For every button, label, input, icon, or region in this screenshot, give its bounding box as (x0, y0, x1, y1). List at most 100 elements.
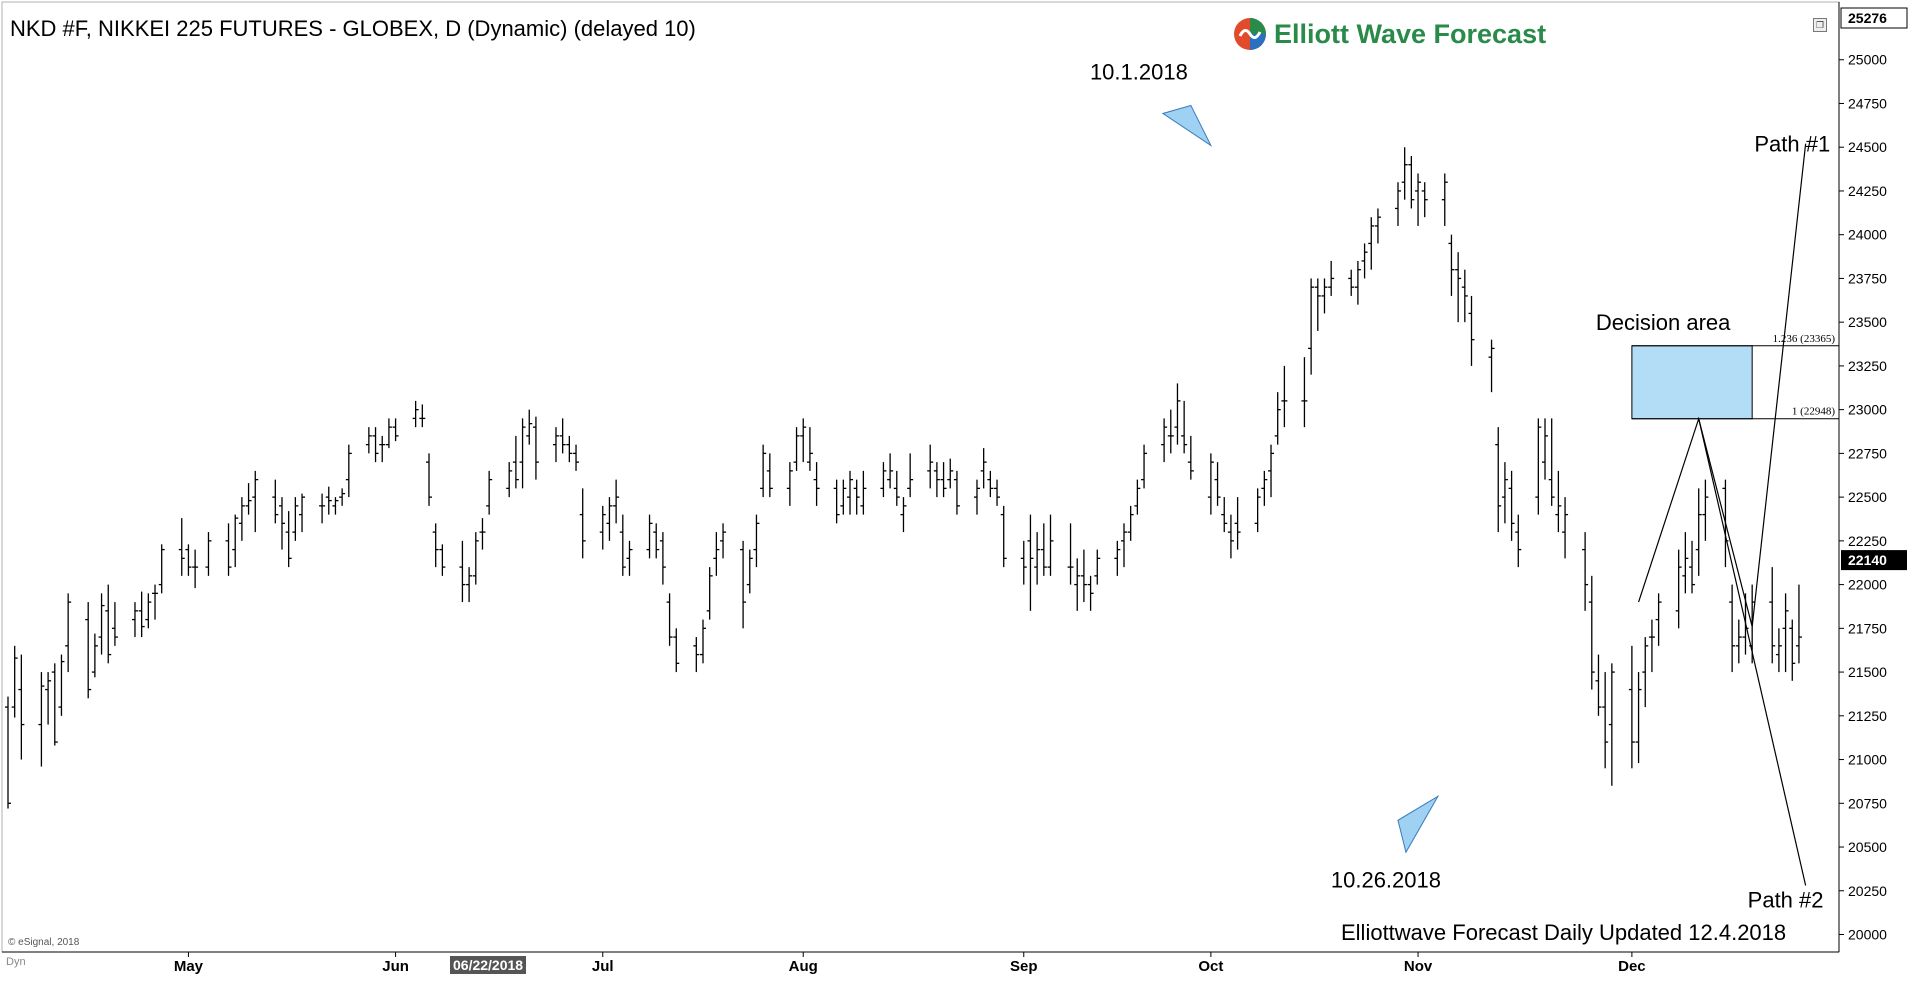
ohlc-bar (1595, 654, 1602, 716)
ohlc-bar (238, 497, 245, 541)
restore-icon[interactable]: ❐ (1813, 18, 1827, 32)
ohlc-bar (339, 488, 346, 506)
ohlc-bar (1488, 339, 1495, 393)
ohlc-bar (1448, 234, 1455, 296)
x-tick-label: Sep (1010, 958, 1038, 975)
ohlc-bar (65, 593, 72, 673)
ohlc-bar (379, 435, 386, 463)
price-axis: 20000 20250 20500 20750 21000 21250 21500 21750… (1839, 7, 1908, 943)
ohlc-bars (5, 147, 1802, 809)
ohlc-bar (1141, 444, 1148, 489)
ohlc-bar (1268, 444, 1275, 498)
ohlc-bar (599, 505, 606, 550)
ohlc-bar (158, 544, 165, 594)
trough-marker (1397, 794, 1440, 854)
ohlc-bar (419, 404, 426, 428)
copyright-text: © eSignal, 2018 (8, 937, 80, 948)
ohlc-bar (299, 493, 306, 533)
y-tick-label: 21500 (1848, 664, 1887, 680)
annotation-label: Path #2 (1748, 888, 1824, 913)
y-tick-label: 21250 (1848, 708, 1887, 724)
ohlc-bar (1501, 462, 1508, 524)
ohlc-bar (994, 479, 1001, 506)
ohlc-bar (152, 584, 159, 620)
x-tick-label: Jul (592, 958, 614, 975)
y-tick-label: 22250 (1848, 533, 1887, 549)
ohlc-bar (880, 462, 887, 498)
ohlc-bar (426, 453, 433, 506)
ohlc-bar (973, 479, 980, 515)
ohlc-bar (1261, 470, 1268, 506)
y-tick-label: 24500 (1848, 139, 1887, 155)
ohlc-bar (392, 418, 399, 442)
ohlc-bar (1020, 540, 1027, 585)
ohlc-bar (693, 637, 700, 673)
ohlc-bar (1782, 593, 1789, 673)
ohlc-bar (466, 567, 473, 603)
ohlc-bar (1181, 400, 1188, 454)
annotations: 10.1.2018 10.26.2018 Path #1 Path #2 (1090, 59, 1830, 912)
ohlc-bar (673, 628, 680, 673)
ohlc-bar (205, 532, 212, 576)
ohlc-bar (1468, 295, 1475, 366)
ohlc-bar (5, 696, 11, 809)
ohlc-bar (666, 593, 673, 646)
decision-area-label: Decision area (1596, 310, 1731, 335)
ohlc-bar (753, 514, 760, 568)
ohlc-bar (1134, 479, 1141, 515)
ohlc-bar (1374, 208, 1381, 244)
decision-area-box (1631, 345, 1753, 420)
y-tick-label: 22500 (1848, 489, 1887, 505)
y-tick-label: 20250 (1848, 883, 1887, 899)
ohlc-bar (225, 523, 232, 576)
ohlc-bar (987, 470, 994, 498)
ohlc-bar (526, 409, 533, 445)
ohlc-bar (105, 584, 112, 664)
ohlc-bar (840, 479, 847, 515)
ohlc-bar (1127, 505, 1134, 541)
ohlc-bar (1455, 252, 1462, 323)
ohlc-bar (38, 672, 45, 767)
ohlc-bar (1795, 584, 1802, 664)
cursor-date-badge: 06/22/2018 (450, 956, 527, 974)
ohlc-bar (1495, 427, 1502, 533)
ohlc-bar (1348, 269, 1355, 296)
ohlc-bar (459, 540, 466, 603)
ohlc-bar (833, 479, 840, 524)
ohlc-bar (579, 488, 586, 559)
annotation-label: Path #1 (1754, 132, 1830, 157)
ohlc-bar (1067, 523, 1074, 585)
ohlc-bar (111, 602, 118, 646)
ohlc-bar (1094, 549, 1101, 585)
y-tick-label: 20750 (1848, 795, 1887, 811)
ohlc-bar (1441, 173, 1448, 226)
ohlc-bar (519, 418, 526, 489)
ohlc-bar (325, 486, 332, 515)
y-tick-label: 20000 (1848, 927, 1887, 943)
ohlc-bar (91, 633, 98, 678)
y-tick-label: 22000 (1848, 577, 1887, 593)
brand-logo: Elliott Wave Forecast (1232, 16, 1546, 52)
ohlc-bar (1608, 663, 1615, 786)
ohlc-bar (1401, 147, 1408, 200)
ohlc-bar (1602, 672, 1609, 769)
ohlc-bar (1769, 567, 1776, 664)
ohlc-bar (1187, 435, 1194, 480)
ohlc-bar (11, 645, 18, 718)
y-tick-label: 21750 (1848, 620, 1887, 636)
ohlc-bar (746, 549, 753, 594)
ohlc-bar (1648, 619, 1655, 673)
ohlc-bar (1421, 182, 1428, 218)
ohlc-bar (192, 549, 199, 589)
chart-title: NKD #F, NIKKEI 225 FUTURES - GLOBEX, D (… (10, 16, 696, 41)
ohlc-bar (372, 427, 379, 463)
ohlc-bar (1361, 243, 1368, 279)
ohlc-bar (512, 435, 519, 489)
fibonacci-levels: Decision area 1.236 (23365) 1 (22948) (1596, 310, 1839, 420)
y-tick-label: 24000 (1848, 227, 1887, 243)
ohlc-bar (98, 593, 105, 655)
ohlc-bar (1588, 575, 1595, 690)
ohlc-bar (806, 427, 813, 471)
ohlc-bar (552, 427, 559, 463)
